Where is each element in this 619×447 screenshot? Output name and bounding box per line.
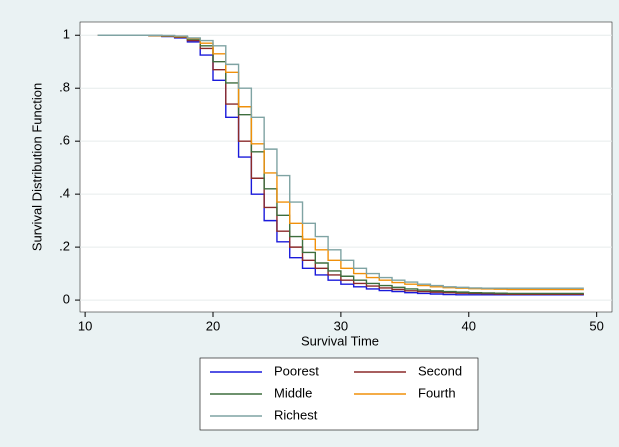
y-tick-label: 0 [63,292,70,307]
legend-label: Poorest [274,363,319,378]
y-axis-title: Survival Distribution Function [29,83,44,251]
x-tick-label: 40 [462,318,476,333]
legend-label: Middle [274,385,312,400]
x-axis-title: Survival Time [301,333,379,348]
survival-line [97,34,584,289]
x-tick-label: 50 [589,318,603,333]
survival-line [97,34,584,295]
x-tick-label: 20 [206,318,220,333]
y-tick-label: .4 [59,186,70,201]
y-tick-label: .8 [59,80,70,95]
legend-label: Fourth [418,385,456,400]
x-tick-label: 10 [78,318,92,333]
x-tick-label: 30 [334,318,348,333]
plot-area [79,21,613,313]
y-tick-label: .6 [59,133,70,148]
y-tick-label: 1 [63,27,70,42]
legend-label: Richest [274,407,318,422]
legend-label: Second [418,363,462,378]
survival-line [97,34,584,295]
y-tick-label: .2 [59,239,70,254]
